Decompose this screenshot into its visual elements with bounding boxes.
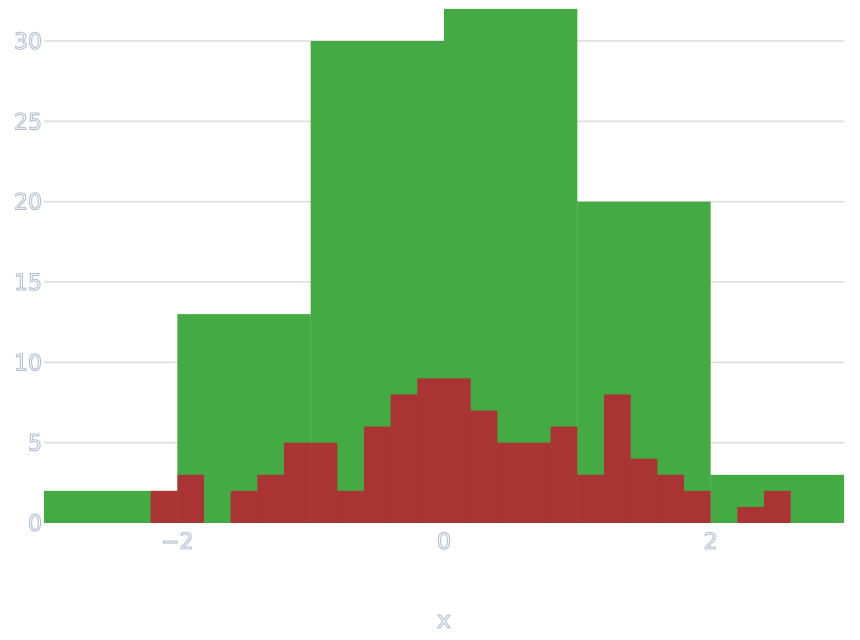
x-tick-label-2: 2 xyxy=(704,530,718,555)
bar-narrow-22 xyxy=(737,506,764,523)
bar-narrow-13 xyxy=(497,442,524,523)
bar-narrow-19 xyxy=(657,474,684,523)
x-tick-label--2: −2 xyxy=(161,530,193,555)
bar-narrow-15 xyxy=(550,426,578,523)
bar-narrow-3 xyxy=(230,490,258,523)
y-tick-label-5: 5 xyxy=(28,432,42,457)
histogram-bars xyxy=(44,8,844,524)
bar-narrow-6 xyxy=(310,442,338,523)
bar-narrow-23 xyxy=(764,490,791,523)
bar-narrow-11 xyxy=(444,378,471,523)
bar-narrow-18 xyxy=(630,458,658,523)
bar-narrow-7 xyxy=(337,490,364,523)
y-tick-label-0: 0 xyxy=(28,512,42,537)
bar-narrow-1 xyxy=(177,474,204,523)
y-tick-label-25: 25 xyxy=(14,110,42,135)
y-tick-label-30: 30 xyxy=(14,30,42,55)
bar-narrow-16 xyxy=(577,474,604,523)
y-tick-label-15: 15 xyxy=(14,271,42,296)
bar-narrow-17 xyxy=(604,394,631,523)
y-tick-label-10: 10 xyxy=(14,351,42,376)
series-narrow xyxy=(150,378,791,523)
x-axis-tick-labels: −2 0 2 xyxy=(161,529,719,555)
y-axis-tick-labels: 0 5 10 15 20 25 30 xyxy=(13,29,42,537)
x-tick-label-0: 0 xyxy=(437,530,451,555)
bar-narrow-20 xyxy=(684,490,711,523)
bar-narrow-0 xyxy=(150,490,178,523)
bar-narrow-10 xyxy=(417,378,444,523)
y-tick-label-20: 20 xyxy=(14,191,42,216)
bar-narrow-12 xyxy=(470,410,498,523)
bar-narrow-8 xyxy=(364,426,391,523)
bar-narrow-4 xyxy=(257,474,284,523)
x-axis-title: x xyxy=(437,606,451,634)
bar-narrow-9 xyxy=(390,394,418,523)
bar-narrow-5 xyxy=(284,442,311,523)
bar-narrow-14 xyxy=(524,442,551,523)
